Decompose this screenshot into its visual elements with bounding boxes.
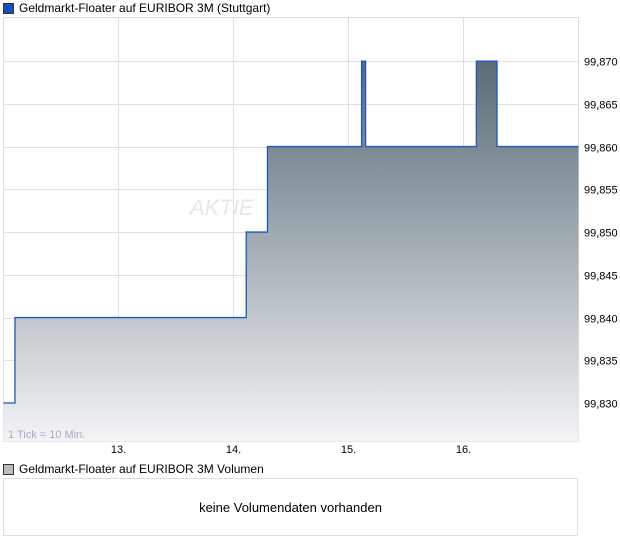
price-line	[3, 60, 579, 404]
y-tick-label: 99,835	[584, 356, 618, 368]
x-tick-label: 16.	[456, 444, 471, 456]
y-tick-label: 99,845	[584, 271, 618, 283]
y-tick-label: 99,830	[584, 399, 618, 411]
watermark: AKTIE	[188, 195, 254, 220]
volume-panel: keine Volumendaten vorhanden	[3, 478, 578, 536]
y-tick-label: 99,840	[584, 314, 618, 326]
chart-title: Geldmarkt-Floater auf EURIBOR 3M (Stuttg…	[19, 1, 271, 15]
y-tick-label: 99,870	[584, 57, 618, 69]
y-tick-label: 99,850	[584, 228, 618, 240]
legend-swatch	[3, 463, 14, 475]
x-tick-label: 13.	[111, 444, 126, 456]
y-tick-label: 99,855	[584, 185, 618, 197]
y-tick-label: 99,860	[584, 143, 618, 155]
volume-legend: Geldmarkt-Floater auf EURIBOR 3M Volumen	[3, 462, 264, 476]
y-tick-label: 99,865	[584, 100, 618, 112]
tick-annotation: 1 Tick = 10 Min.	[8, 429, 85, 441]
price-chart: AKTIE 99,870 99,865 99,860 99,855 99,850 99,8…	[3, 17, 618, 456]
x-tick-label: 14.	[226, 444, 241, 456]
volume-title: Geldmarkt-Floater auf EURIBOR 3M Volumen	[19, 462, 264, 476]
chart-legend: Geldmarkt-Floater auf EURIBOR 3M (Stuttg…	[3, 1, 270, 15]
legend-swatch	[3, 2, 14, 14]
price-area	[3, 61, 579, 442]
x-tick-label: 15.	[341, 444, 356, 456]
volume-message: keine Volumendaten vorhanden	[199, 499, 382, 515]
